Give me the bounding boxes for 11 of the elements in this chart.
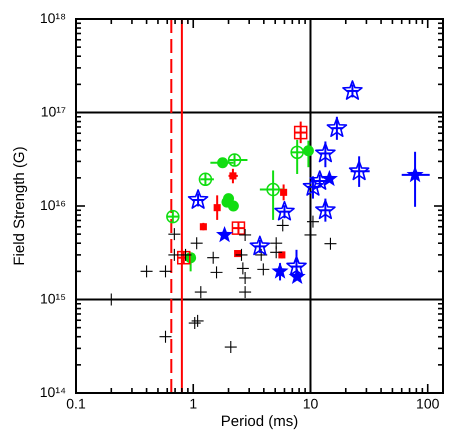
y-tick-label: 10¹⁴ — [40, 384, 66, 400]
x-tick-label: 100 — [416, 395, 440, 412]
x-tick-label: 1 — [189, 395, 198, 412]
y-tick-label: 10¹⁵ — [40, 290, 66, 306]
x-axis-title: Period (ms) — [220, 413, 298, 430]
y-axis-title: Field Strength (G) — [11, 146, 28, 266]
y-tick-label: 10¹⁷ — [40, 103, 66, 120]
y-tick-label: 10¹⁶ — [40, 196, 66, 213]
y-tick-label: 10¹⁸ — [40, 10, 66, 26]
x-tick-label: 10 — [302, 395, 318, 412]
x-tick-label: 0.1 — [66, 395, 86, 412]
